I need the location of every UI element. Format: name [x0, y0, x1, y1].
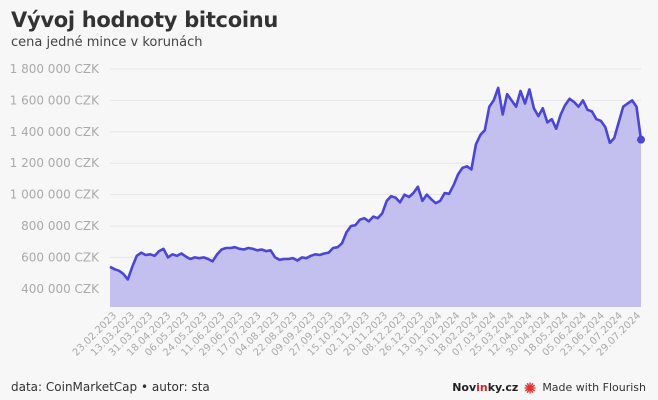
y-tick-label: 1 000 000 CZK — [10, 188, 100, 202]
made-with-flourish-link[interactable]: Made with Flourish — [542, 381, 646, 394]
price-line[interactable] — [109, 86, 643, 281]
footer-branding: Novinky.cz Made with Flourish — [452, 381, 646, 394]
chart-title: Vývoj hodnoty bitcoinu — [11, 8, 279, 32]
novinky-logo[interactable]: Novinky.cz — [452, 381, 519, 394]
y-tick-label: 1 200 000 CZK — [10, 156, 100, 170]
last-point-marker[interactable] — [637, 135, 645, 144]
flourish-burst-icon — [524, 382, 536, 393]
y-tick-label: 800 000 CZK — [21, 219, 100, 233]
chart-subtitle: cena jedné mince v korunách — [11, 35, 203, 50]
y-tick-label: 1 400 000 CZK — [10, 125, 100, 139]
x-axis: 23.02.202313.03.202331.03.202318.04.2023… — [71, 310, 643, 358]
y-tick-label: 400 000 CZK — [21, 282, 100, 296]
area-chart: 1 800 000 CZK 1 600 000 CZK 1 400 000 CZK 1… — [10, 62, 645, 359]
y-tick-label: 1 600 000 CZK — [10, 93, 100, 107]
y-tick-label: 600 000 CZK — [21, 250, 100, 264]
source-credit: data: CoinMarketCap • autor: sta — [11, 380, 210, 394]
area-fill — [110, 87, 641, 307]
y-axis: 1 800 000 CZK 1 600 000 CZK 1 400 000 CZK 1… — [10, 62, 100, 296]
y-tick-label: 1 800 000 CZK — [10, 62, 100, 76]
